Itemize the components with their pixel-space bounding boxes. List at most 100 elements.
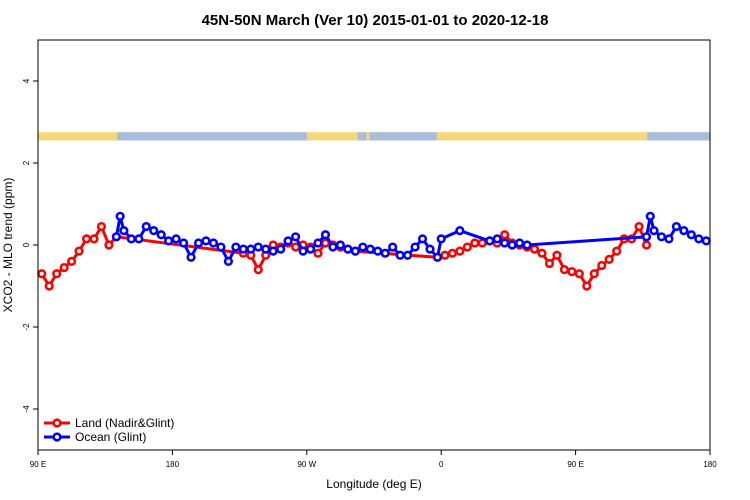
series-1-point-7 [156,230,166,240]
series-1-point-1 [115,211,125,221]
series-0-point-28 [440,250,450,260]
series-1-point-36 [373,246,383,256]
series-1-point-50 [507,240,517,250]
series-1-point-9 [171,234,181,244]
series-1-point-11 [186,252,196,262]
series-1-point-51 [514,238,525,248]
series-0-point-13 [253,265,263,275]
land-ocean-strip [38,132,710,141]
series-1-point-29 [320,230,331,240]
series-1-point-46 [455,226,465,236]
series-1-point-28 [313,238,323,248]
x-tick-label-0: 90 E [30,460,46,469]
series-1-point-60 [686,230,696,240]
series-1-point-3 [126,234,136,244]
series-1-point-15 [216,242,226,252]
plot-frame [37,39,711,451]
series-0-point-45 [567,267,577,277]
series-0-point-32 [470,238,480,248]
series-0-point-47 [582,281,592,291]
series-0-point-46 [574,269,584,279]
series-0-point-21 [313,248,323,258]
legend: Land (Nadir&Glint)Ocean (Glint) [44,416,174,444]
series-1 [111,211,711,267]
series-1-point-25 [291,232,301,242]
y-tick-label-2: 0 [22,242,31,247]
series-1-point-45 [436,234,446,244]
ocean-strip-segment-3 [647,132,710,141]
series-0-point-2 [52,269,62,279]
series-1-point-39 [395,250,405,260]
x-tick-label-5: 180 [703,460,717,469]
legend-marker-0 [52,418,62,428]
series-0-point-55 [641,240,652,250]
series-1-point-41 [410,242,420,252]
series-1-point-53 [641,232,652,242]
series-0-point-42 [544,258,555,269]
series-1-point-14 [208,238,219,248]
series-1-point-56 [656,232,667,242]
series-1-point-12 [193,238,204,248]
x-tick-label-1: 180 [166,460,180,469]
x-tick-label-4: 90 E [567,460,583,469]
legend-label-0: Land (Nadir&Glint) [75,416,174,430]
ocean-strip-segment-1 [357,132,367,141]
x-axis: 90 E 180 90 W 0 90 E 180 [30,450,717,469]
series-0-point-6 [81,234,92,244]
series-1-point-18 [238,244,248,254]
y-tick-label-1: -2 [22,323,31,331]
series-1-point-17 [231,242,241,252]
series-1-point-52 [522,240,532,250]
series-1-point-13 [201,236,211,246]
series-0-point-18 [291,242,301,252]
y-axis: -4 -2 0 2 4 [22,78,38,413]
series-1-point-54 [645,211,655,221]
series-1-point-19 [246,244,256,254]
series-1-point-21 [261,244,271,254]
series-1-point-10 [179,238,189,248]
series-1-point-42 [417,234,428,244]
series-1-point-4 [134,234,144,244]
series-1-point-43 [425,244,435,254]
x-tick-label-3: 0 [439,460,444,469]
x-axis-label: Longitude (deg E) [326,477,421,491]
y-axis-label: XCO2 - MLO trend (ppm) [1,178,15,313]
series-1-point-35 [365,244,375,254]
legend-label-1: Ocean (Glint) [75,430,146,444]
series-1-point-24 [283,236,293,246]
series-0-point-8 [96,221,107,232]
series-0-point-31 [462,242,472,252]
series-0-point-40 [529,244,540,254]
series-1-point-57 [664,234,674,244]
series-1-point-61 [694,234,704,244]
series-0-point-5 [74,246,84,256]
series-0 [37,221,652,291]
y-tick-label-0: -4 [22,405,31,413]
series-1-point-40 [403,250,413,260]
series-1-point-26 [298,246,308,256]
series-1-point-48 [492,234,502,244]
series-1-point-49 [500,238,510,248]
series-0-point-51 [612,246,622,256]
series-1-point-58 [671,221,682,232]
series-0-point-3 [59,262,69,273]
series-1-point-59 [679,226,689,236]
series-1-point-23 [276,244,286,254]
series-1-point-34 [358,242,368,252]
chart-title: 45N-50N March (Ver 10) 2015-01-01 to 202… [202,12,549,29]
series-0-point-36 [500,230,510,240]
y-tick-label-3: 2 [22,160,31,165]
series-0-point-0 [37,269,47,279]
series-0-point-49 [597,260,607,271]
series-0-point-1 [44,281,54,291]
series-1-point-37 [380,248,390,258]
series-1-point-22 [268,246,278,256]
series-0-point-9 [104,240,114,250]
series-1-point-55 [649,226,659,236]
series-0-point-41 [537,248,547,258]
series-0-point-54 [634,221,644,232]
series-1-point-62 [701,236,711,246]
series-0-point-30 [455,246,465,256]
series-1-point-47 [485,236,495,246]
legend-marker-1 [52,432,62,442]
